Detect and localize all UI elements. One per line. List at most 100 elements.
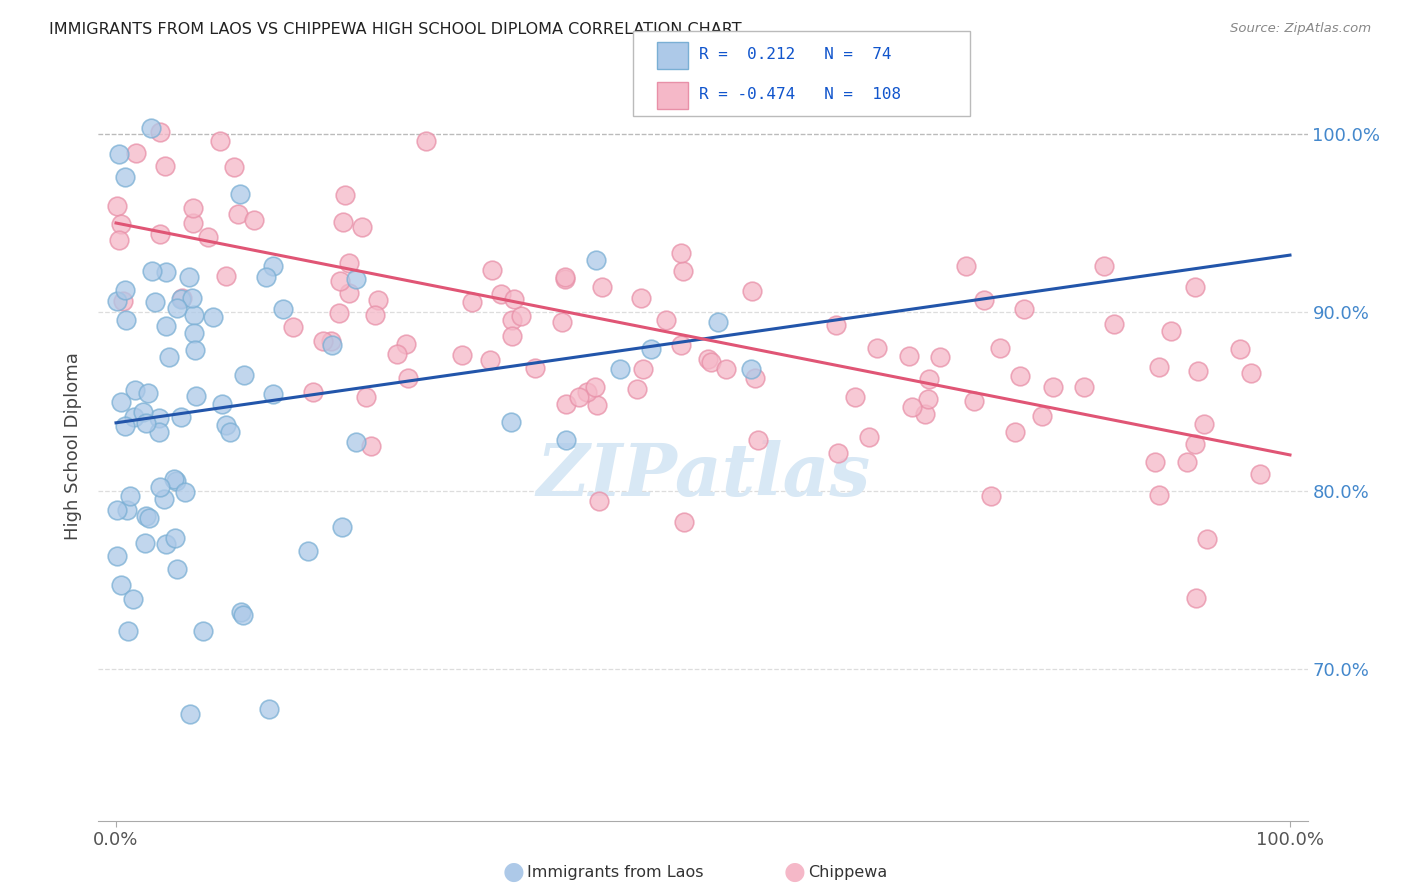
- Point: [1160, 324, 1182, 338]
- Point: [122, 410, 145, 425]
- Point: [262, 260, 284, 274]
- Point: [1014, 302, 1036, 317]
- Point: [747, 433, 769, 447]
- Point: [330, 520, 353, 534]
- Point: [503, 292, 526, 306]
- Point: [132, 405, 155, 419]
- Point: [181, 201, 204, 215]
- Point: [114, 313, 136, 327]
- Point: [585, 253, 607, 268]
- Point: [555, 397, 578, 411]
- Point: [672, 515, 695, 529]
- Point: [141, 264, 163, 278]
- Point: [741, 284, 763, 298]
- Point: [332, 215, 354, 229]
- Point: [963, 393, 986, 408]
- Point: [510, 310, 533, 324]
- Point: [858, 430, 880, 444]
- Point: [744, 371, 766, 385]
- Point: [333, 188, 356, 202]
- Point: [229, 605, 252, 619]
- Point: [105, 503, 128, 517]
- Point: [233, 368, 256, 382]
- Point: [640, 342, 662, 356]
- Point: [124, 384, 146, 398]
- Point: [120, 489, 142, 503]
- Point: [183, 308, 205, 322]
- Point: [478, 353, 501, 368]
- Point: [148, 411, 170, 425]
- Point: [297, 544, 319, 558]
- Point: [356, 390, 378, 404]
- Point: [669, 246, 692, 260]
- Point: [165, 475, 187, 489]
- Point: [138, 511, 160, 525]
- Point: [145, 294, 167, 309]
- Point: [115, 502, 138, 516]
- Point: [114, 170, 136, 185]
- Text: IMMIGRANTS FROM LAOS VS CHIPPEWA HIGH SCHOOL DIPLOMA CORRELATION CHART: IMMIGRANTS FROM LAOS VS CHIPPEWA HIGH SC…: [49, 22, 742, 37]
- Point: [360, 439, 382, 453]
- Point: [352, 219, 374, 234]
- Point: [396, 371, 419, 385]
- Point: [1147, 360, 1170, 375]
- Point: [329, 274, 352, 288]
- Point: [914, 407, 936, 421]
- Point: [844, 390, 866, 404]
- Point: [344, 435, 367, 450]
- Point: [672, 264, 695, 278]
- Point: [501, 329, 523, 343]
- Point: [302, 385, 325, 400]
- Point: [108, 234, 131, 248]
- Point: [1187, 364, 1209, 378]
- Point: [215, 417, 238, 432]
- Point: [1004, 425, 1026, 439]
- Point: [155, 319, 177, 334]
- Point: [312, 334, 335, 348]
- Point: [583, 380, 606, 394]
- Point: [149, 227, 172, 241]
- Point: [740, 361, 762, 376]
- Point: [228, 186, 250, 201]
- Point: [125, 145, 148, 160]
- Point: [1249, 467, 1271, 481]
- Point: [699, 354, 721, 368]
- Point: [901, 401, 924, 415]
- Point: [328, 306, 350, 320]
- Point: [155, 536, 177, 550]
- Point: [165, 531, 187, 545]
- Point: [232, 607, 254, 622]
- Point: [385, 347, 408, 361]
- Point: [1229, 342, 1251, 356]
- Point: [184, 388, 207, 402]
- Point: [554, 271, 576, 285]
- Point: [179, 270, 201, 285]
- Point: [1092, 259, 1115, 273]
- Point: [226, 206, 249, 220]
- Text: R =  0.212   N =  74: R = 0.212 N = 74: [699, 47, 891, 62]
- Point: [898, 349, 921, 363]
- Point: [110, 217, 132, 231]
- Point: [524, 360, 547, 375]
- Point: [451, 348, 474, 362]
- Point: [149, 125, 172, 139]
- Y-axis label: High School Diploma: High School Diploma: [65, 352, 83, 540]
- Point: [1175, 455, 1198, 469]
- Point: [107, 147, 129, 161]
- Point: [166, 301, 188, 315]
- Point: [211, 397, 233, 411]
- Point: [183, 326, 205, 341]
- Point: [179, 706, 201, 721]
- Point: [337, 255, 360, 269]
- Point: [988, 341, 1011, 355]
- Point: [973, 293, 995, 307]
- Point: [135, 416, 157, 430]
- Point: [955, 260, 977, 274]
- Point: [153, 159, 176, 173]
- Point: [825, 318, 848, 332]
- Text: ●: ●: [783, 861, 806, 884]
- Point: [256, 269, 278, 284]
- Point: [395, 337, 418, 351]
- Point: [588, 494, 610, 508]
- Text: Source: ZipAtlas.com: Source: ZipAtlas.com: [1230, 22, 1371, 36]
